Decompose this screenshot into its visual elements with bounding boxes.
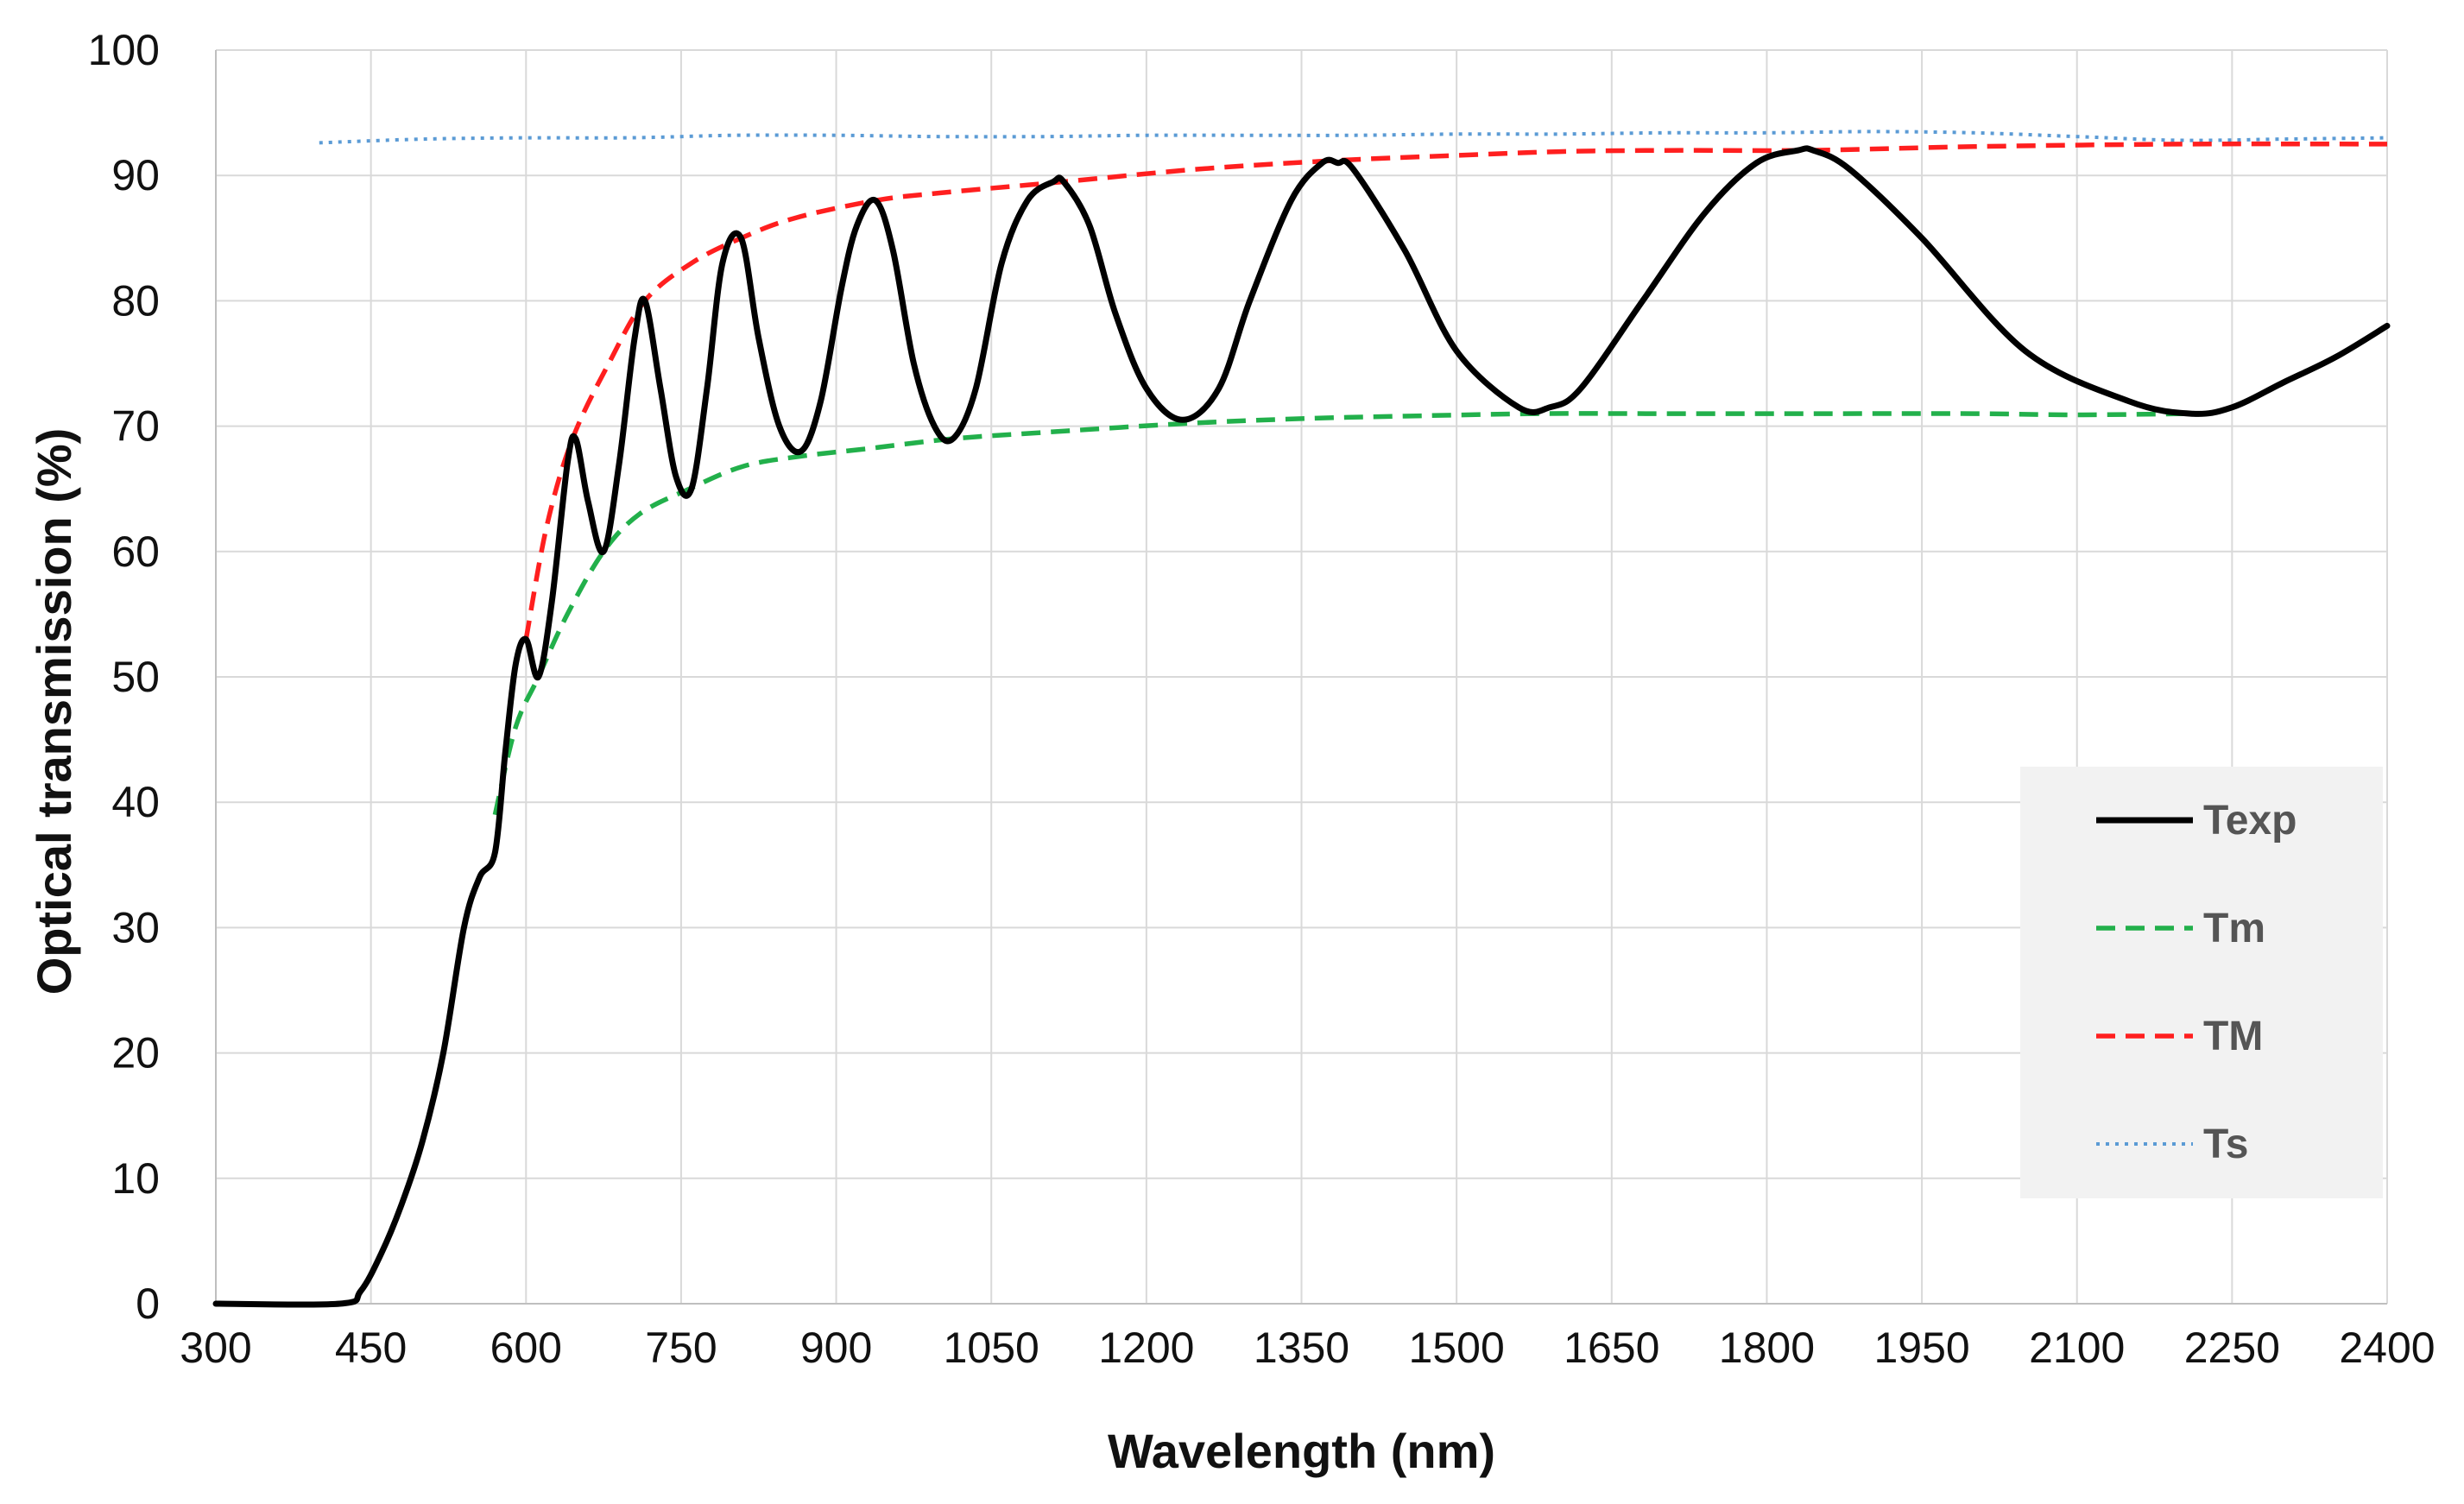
x-tick-label: 1200 xyxy=(1098,1324,1194,1372)
x-tick-label: 450 xyxy=(335,1324,407,1372)
y-tick-label: 100 xyxy=(88,26,160,74)
y-tick-label: 60 xyxy=(111,528,160,576)
x-tick-label: 1350 xyxy=(1254,1324,1349,1372)
x-tick-label: 1950 xyxy=(1873,1324,1969,1372)
series-line-tm xyxy=(492,411,2191,816)
axes: 300 450 600 750 900 1050 1200 1350 1500 1650 1800 1… xyxy=(88,26,2436,1372)
legend-box xyxy=(2020,767,2383,1198)
x-tick-label: 2100 xyxy=(2029,1324,2125,1372)
legend-label-tm: Tm xyxy=(2203,906,2265,951)
x-axis-title: Wavelength (nm) xyxy=(1108,1424,1495,1478)
y-tick-label: 20 xyxy=(111,1029,160,1077)
x-tick-label: 900 xyxy=(800,1324,872,1372)
series-line-texp xyxy=(212,145,2391,1308)
series-layer xyxy=(212,130,2391,1308)
x-tick-label: 300 xyxy=(180,1324,251,1372)
x-tick-label: 1500 xyxy=(1409,1324,1505,1372)
y-tick-label: 10 xyxy=(111,1154,160,1203)
y-tick-label: 90 xyxy=(111,151,160,199)
legend-label-ts: Ts xyxy=(2203,1122,2248,1167)
y-tick-label: 40 xyxy=(111,778,160,826)
x-tick-label: 1650 xyxy=(1564,1324,1659,1372)
y-tick-label: 30 xyxy=(111,903,160,951)
x-tick-label: 600 xyxy=(490,1324,562,1372)
y-axis-title: Optical transmission (%) xyxy=(27,428,81,995)
x-tick-label: 2250 xyxy=(2184,1324,2280,1372)
legend-label-texp: Texp xyxy=(2203,798,2297,844)
y-tick-label: 80 xyxy=(111,276,160,325)
legend: Texp Tm TM Ts xyxy=(2020,767,2383,1198)
y-tick-label: 70 xyxy=(111,402,160,451)
y-tick-label: 50 xyxy=(111,653,160,701)
x-tick-label: 2400 xyxy=(2339,1324,2435,1372)
x-tick-label: 1050 xyxy=(944,1324,1039,1372)
x-tick-label: 1800 xyxy=(1719,1324,1815,1372)
y-tick-label: 0 xyxy=(136,1280,160,1328)
legend-label-tm: TM xyxy=(2203,1014,2263,1059)
x-tick-label: 750 xyxy=(645,1324,717,1372)
